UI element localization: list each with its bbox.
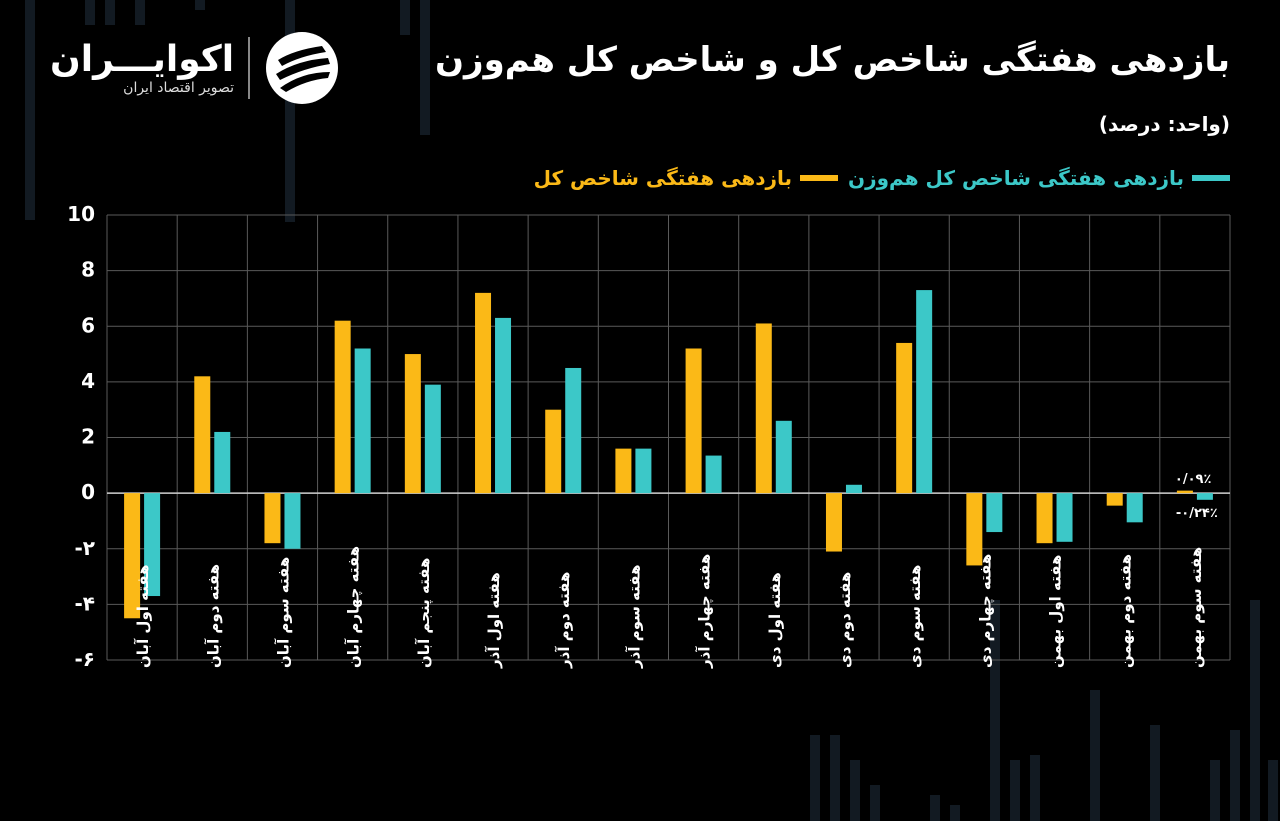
bar-equal-weight — [354, 348, 371, 494]
legend-item-equal: بازدهی هفتگی شاخص کل هم‌وزن — [848, 166, 1230, 190]
x-tick-label: هفته دوم بهمن — [1117, 554, 1135, 668]
bar-equal-weight — [1196, 493, 1213, 500]
x-tick-label: هفته پنجم آبان — [415, 558, 434, 668]
bar-total — [966, 493, 983, 566]
x-tick-label: هفته چهارم آذر — [696, 554, 715, 669]
bar-total — [825, 493, 842, 552]
y-tick-label: 6 — [81, 313, 95, 337]
bar-equal-weight — [495, 317, 512, 494]
bar-total — [1036, 493, 1053, 544]
logo-subtitle: تصویر اقتصاد ایران — [123, 79, 235, 96]
bar-total — [896, 342, 913, 494]
bar-equal-weight — [845, 484, 862, 494]
legend-label-equal: بازدهی هفتگی شاخص کل هم‌وزن — [848, 166, 1184, 190]
logo-name: اکوایـــران — [50, 39, 235, 81]
chart-legend: بازدهی هفتگی شاخص کل هم‌وزن بازدهی هفتگی… — [534, 166, 1230, 190]
bar-total — [615, 448, 632, 494]
x-tick-label: هفته سوم بهمن — [1187, 547, 1205, 668]
bar-total — [685, 348, 702, 494]
bar-total — [755, 323, 772, 494]
bar-total — [545, 409, 562, 494]
bar-equal-weight — [705, 455, 722, 494]
legend-swatch-total — [800, 175, 839, 181]
unit-label: (واحد: درصد) — [1098, 112, 1230, 136]
bar-equal-weight — [1056, 493, 1073, 542]
bar-total — [404, 354, 421, 494]
bar-equal-weight — [635, 448, 652, 494]
x-tick-label: هفته اول آذر — [485, 572, 503, 669]
x-tick-label: هفته سوم آذر — [625, 565, 643, 669]
x-tick-label: هفته سوم دی — [906, 565, 924, 668]
x-tick-label: هفته دوم آذر — [555, 572, 573, 669]
bar-equal-weight — [986, 493, 1003, 533]
y-tick-label: -۴ — [74, 591, 95, 615]
bar-total — [194, 376, 211, 494]
logo-text: اکوایـــران تصویر اقتصاد ایران — [50, 40, 234, 96]
legend-label-total: بازدهی هفتگی شاخص کل — [533, 166, 793, 190]
logo-divider — [248, 37, 251, 99]
x-tick-label: هفته دوم آبان — [204, 564, 222, 668]
y-tick-label: 2 — [81, 425, 95, 449]
bar-equal-weight — [424, 384, 441, 494]
bar-total — [1176, 490, 1193, 494]
y-tick-label: 4 — [81, 369, 95, 393]
bar-total — [1106, 493, 1123, 506]
bar-equal-weight — [284, 493, 301, 549]
y-tick-label: -۶ — [74, 647, 95, 671]
legend-swatch-equal — [1192, 175, 1230, 181]
x-tick-label: هفته سوم آبان — [274, 557, 292, 668]
brand-logo: اکوایـــران تصویر اقتصاد ایران — [50, 30, 340, 106]
y-tick-label: 10 — [67, 202, 95, 226]
bar-equal-weight — [565, 367, 582, 494]
bar-equal-weight — [1126, 493, 1143, 523]
page-title: بازدهی هفتگی شاخص کل و شاخص کل هم‌وزن — [435, 40, 1230, 80]
bar-total — [334, 320, 351, 494]
x-tick-label: هفته اول دی — [766, 572, 784, 668]
logo-icon — [266, 32, 339, 104]
bar-total — [124, 493, 141, 619]
bar-equal-weight — [144, 493, 161, 597]
x-tick-label: هفته چهارم آبان — [345, 546, 364, 668]
bar-total — [264, 493, 281, 544]
x-tick-label: هفته اول بهمن — [1047, 555, 1065, 668]
legend-item-total: بازدهی هفتگی شاخص کل — [533, 166, 839, 190]
bar-equal-weight — [775, 420, 792, 494]
y-tick-label: 0 — [81, 480, 95, 504]
x-tick-label: هفته دوم دی — [836, 572, 854, 668]
y-tick-label: 8 — [81, 258, 95, 282]
data-label-total: ۰/۰۹٪ — [1175, 472, 1212, 487]
y-tick-label: -۲ — [74, 536, 95, 560]
bar-equal-weight — [916, 290, 933, 494]
x-tick-label: هفته چهارم دی — [976, 554, 995, 668]
bar-total — [475, 292, 492, 494]
x-tick-label: هفته اول آبان — [134, 564, 152, 668]
data-label-equal-weight: -۰/۲۴٪ — [1176, 506, 1218, 521]
bar-equal-weight — [214, 431, 231, 494]
